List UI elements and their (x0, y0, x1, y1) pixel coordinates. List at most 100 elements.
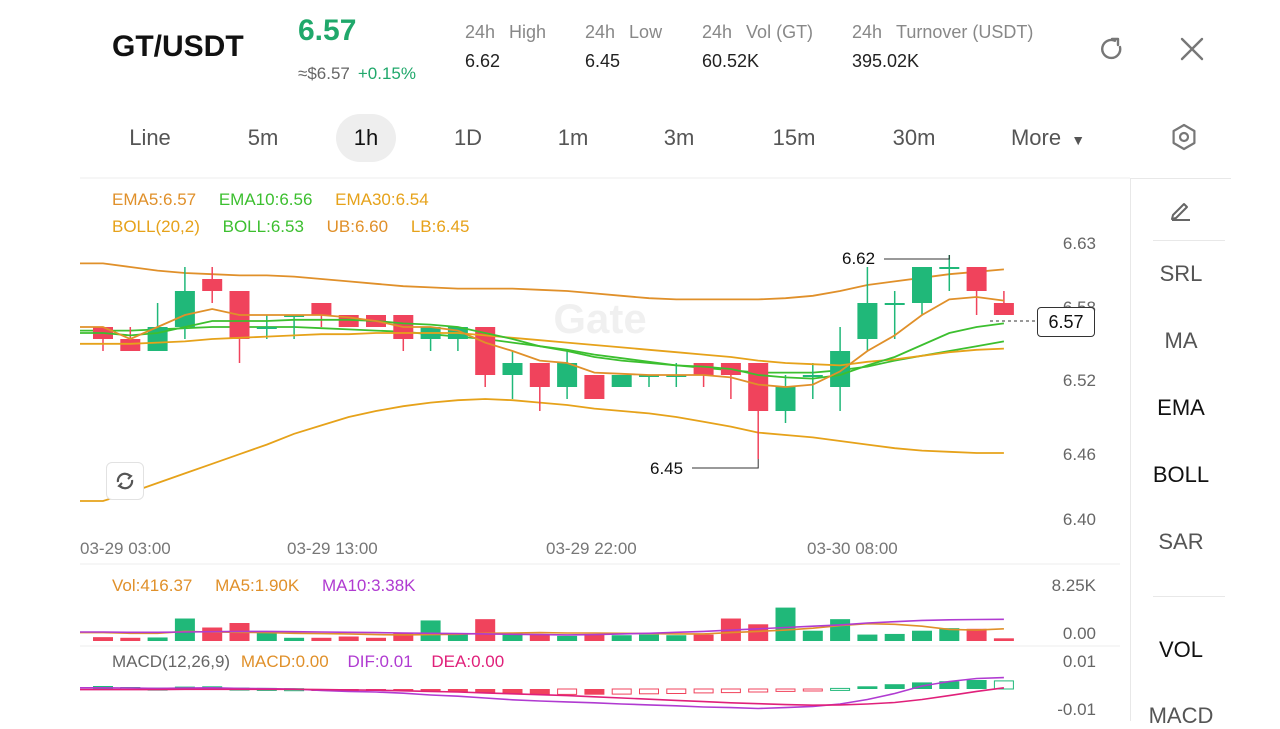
legend-dea: DEA:0.00 (431, 652, 505, 671)
volume-bar (557, 635, 578, 641)
macd-dif-line (80, 676, 1004, 710)
volume-bar (174, 618, 195, 641)
vol-y-tick: 0.00 (1062, 624, 1096, 643)
macd-dea-line (80, 687, 1005, 707)
legend-vol-ma5: MA5:1.90K (215, 576, 300, 595)
tab-15m[interactable]: 15m (772, 125, 816, 150)
volume-bar (311, 637, 332, 641)
tab-3m[interactable]: 3m (663, 125, 695, 150)
volume-bar (748, 624, 769, 641)
low-marker: 6.45 (650, 459, 684, 478)
volume-bar (338, 636, 359, 641)
candle-body (639, 375, 659, 377)
legend-dif: DIF:0.01 (347, 652, 413, 671)
boll-upper-line (80, 262, 1004, 301)
boll-legend: BOLL(20,2) BOLL:6.53 UB:6.60 LB:6.45 (112, 217, 469, 237)
candle-body (775, 387, 796, 411)
toggle-arrows-icon (116, 472, 134, 490)
macd-y-tick: 0.01 (1062, 652, 1096, 671)
volume-bar (966, 628, 987, 641)
volume-bar (939, 628, 960, 641)
sidebar-item-boll[interactable]: BOLL (1152, 462, 1210, 487)
chart-toggle-icon[interactable] (106, 462, 144, 500)
price-subline: ≈$6.57 +0.15% (298, 64, 416, 84)
candle-body (475, 327, 496, 375)
stat-label-prefix: 24h (852, 22, 883, 42)
candle-body (884, 303, 905, 305)
stat-label: Turnover (USDT) (896, 22, 1034, 42)
candle-body (202, 279, 223, 291)
legend-ub: UB:6.60 (326, 217, 389, 236)
candle-body (966, 267, 987, 291)
high-marker-leader (884, 255, 950, 260)
sidebar-item-srl[interactable]: SRL (1159, 261, 1203, 286)
volume-bar (393, 633, 414, 641)
macd-bar (420, 689, 441, 692)
volume-bar (120, 637, 141, 641)
candle-body (939, 267, 960, 269)
volume-bar (775, 607, 796, 641)
tab-more[interactable]: More ▼ (998, 114, 1098, 162)
draw-tool-icon[interactable] (1163, 191, 1199, 227)
pair-title: GT/USDT (112, 30, 244, 63)
refresh-icon[interactable] (1094, 31, 1130, 67)
x-tick: 03-30 08:00 (807, 539, 898, 558)
legend-ema30: EMA30:6.54 (335, 190, 429, 209)
stat-label: Vol (GT) (746, 22, 814, 42)
volume-bar (93, 637, 113, 641)
tab-1d[interactable]: 1D (453, 125, 483, 150)
tab-1m[interactable]: 1m (557, 125, 589, 150)
high-marker: 6.62 (842, 249, 876, 268)
legend-lb: LB:6.45 (410, 217, 470, 236)
ema-legend: EMA5:6.57 EMA10:6.56 EMA30:6.54 (112, 190, 429, 210)
macd-bar (475, 689, 496, 693)
volume-bar (611, 635, 632, 641)
stat-label-prefix: 24h (465, 22, 496, 42)
volume-bar (529, 634, 550, 641)
macd-bar (529, 689, 550, 695)
volume-bar (256, 631, 277, 641)
macd-bar (447, 689, 468, 692)
stat-turnover: 24h Turnover (USDT) 395.02K (852, 22, 1047, 72)
refresh-icon-graphic (1101, 37, 1122, 60)
candle-body (311, 303, 332, 315)
sidebar-item-sar[interactable]: SAR (1158, 529, 1204, 554)
tab-line[interactable]: Line (129, 125, 171, 150)
settings-icon[interactable] (1166, 119, 1202, 155)
sidebar-item-vol[interactable]: VOL (1158, 637, 1204, 662)
price-change: +0.15% (357, 64, 417, 83)
tab-5m[interactable]: 5m (247, 125, 279, 150)
tab-1h[interactable]: 1h (336, 114, 396, 162)
caret-down-icon: ▼ (1071, 132, 1086, 148)
tab-30m[interactable]: 30m (892, 125, 936, 150)
sidebar-item-ma[interactable]: MA (1164, 328, 1198, 353)
vol-legend: Vol:416.37 MA5:1.90K MA10:3.38K (112, 576, 416, 596)
x-tick: 03-29 13:00 (287, 539, 378, 558)
sidebar-item-macd[interactable]: MACD (1148, 703, 1214, 728)
candle-body (256, 327, 277, 329)
macd-bar (502, 689, 523, 695)
macd-bar (939, 681, 960, 689)
volume-bar (366, 637, 386, 641)
candle-body (529, 363, 550, 387)
stat-label: Low (629, 22, 663, 42)
sidebar-item-ema[interactable]: EMA (1157, 395, 1205, 420)
pencil-icon (1171, 203, 1190, 221)
candle-body (666, 375, 687, 377)
ema10-line (80, 318, 1005, 380)
macd-bar (557, 688, 578, 695)
x-tick: 03-29 03:00 (80, 539, 171, 558)
candle-body (584, 375, 605, 399)
close-icon[interactable] (1174, 31, 1210, 67)
candle-body (284, 315, 305, 317)
x-tick: 03-29 22:00 (546, 539, 637, 558)
candle-body (693, 363, 714, 375)
stat-low: 24h Low 6.45 (585, 22, 676, 72)
macd-bar (993, 680, 1014, 690)
candle-body (912, 267, 932, 303)
sidebar-divider (1153, 240, 1225, 241)
stat-value: 6.45 (585, 51, 621, 71)
macd-bar (666, 688, 687, 694)
macd-y-tick: -0.01 (1057, 700, 1096, 719)
